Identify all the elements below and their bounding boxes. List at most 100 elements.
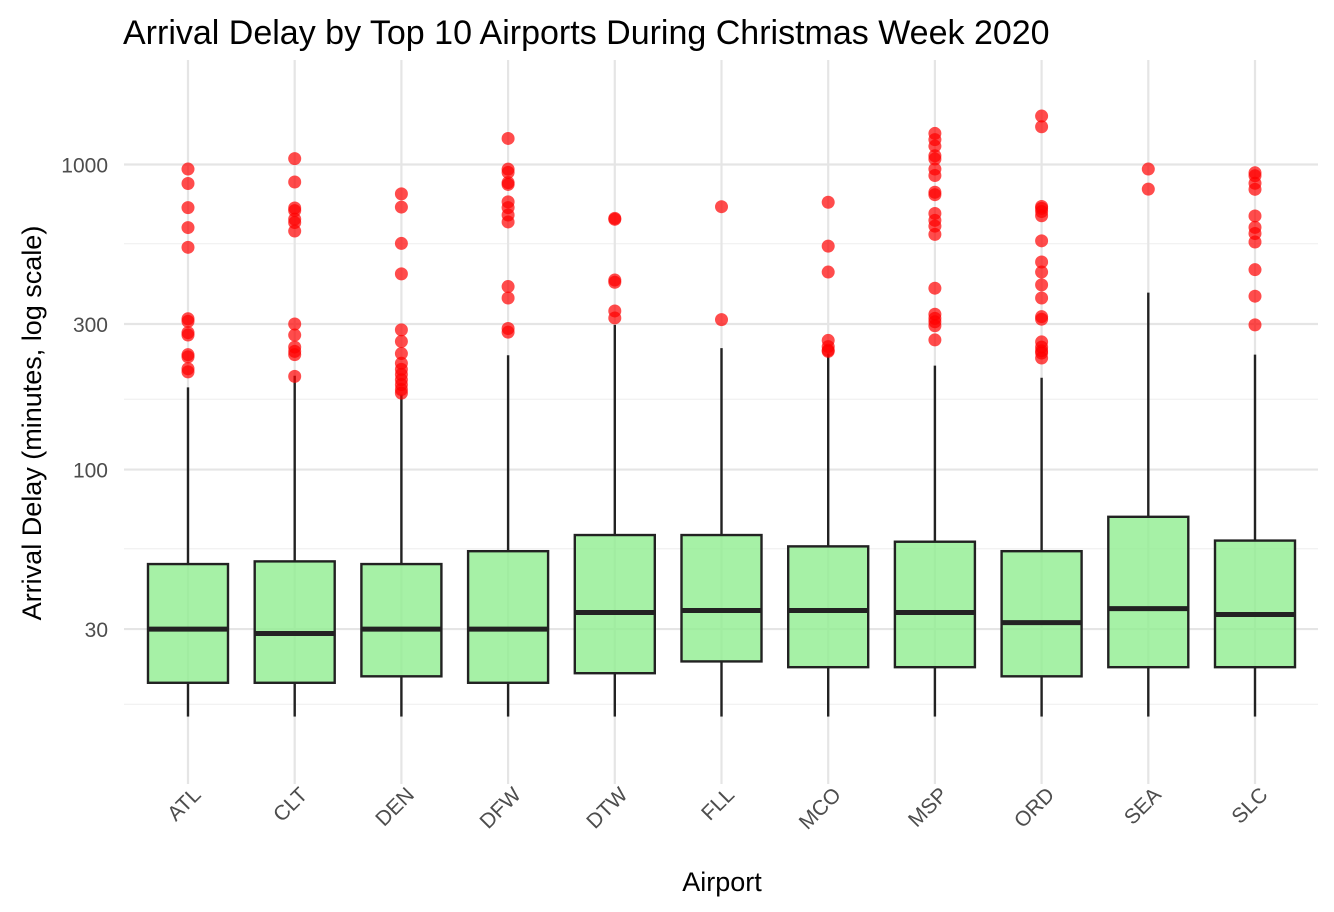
outlier-point: [928, 169, 942, 183]
outlier-point: [1035, 234, 1049, 248]
iqr-box: [573, 533, 656, 675]
outlier-point: [394, 323, 408, 337]
outlier-point: [821, 239, 835, 253]
x-axis-title: Airport: [682, 867, 762, 897]
box-group-den: [360, 187, 443, 717]
outlier-point: [394, 347, 408, 361]
outlier-point: [1248, 182, 1262, 196]
outlier-point: [288, 152, 302, 166]
box-group-mco: [787, 195, 870, 717]
outlier-point: [928, 333, 942, 347]
outlier-point: [1035, 209, 1049, 223]
outlier-point: [928, 319, 942, 333]
x-tick-label-atl: ATL: [163, 783, 205, 825]
outlier-point: [181, 365, 195, 379]
outlier-point: [1248, 318, 1262, 332]
x-tick-label-dfw: DFW: [476, 783, 526, 833]
box-group-dtw: [573, 211, 656, 717]
outlier-point: [1035, 312, 1049, 326]
outlier-point: [1035, 255, 1049, 269]
outlier-point: [181, 177, 195, 191]
outlier-point: [1248, 235, 1262, 249]
outlier-point: [1035, 291, 1049, 305]
outlier-point: [181, 221, 195, 235]
outlier-point: [1141, 182, 1155, 196]
boxes-layer: [146, 109, 1297, 717]
outlier-point: [394, 187, 408, 201]
y-tick-label: 100: [73, 460, 108, 483]
outlier-point: [821, 195, 835, 209]
outlier-point: [501, 280, 515, 294]
outlier-point: [608, 311, 622, 325]
iqr-box: [893, 540, 977, 669]
outlier-point: [821, 344, 835, 358]
outlier-point: [501, 165, 515, 179]
outlier-point: [501, 291, 515, 305]
outlier-point: [181, 328, 195, 342]
chart-title: Arrival Delay by Top 10 Airports During …: [123, 14, 1050, 52]
outlier-point: [821, 265, 835, 279]
iqr-box: [1107, 515, 1190, 669]
outlier-point: [181, 201, 195, 215]
outlier-point: [394, 334, 408, 348]
iqr-box: [1000, 549, 1083, 678]
x-tick-label-dtw: DTW: [582, 783, 632, 833]
x-tick-label-den: DEN: [371, 783, 419, 831]
outlier-point: [1035, 351, 1049, 365]
iqr-box: [787, 545, 870, 669]
outlier-point: [1248, 263, 1262, 277]
iqr-box: [680, 533, 763, 663]
iqr-box: [253, 560, 336, 684]
outlier-point: [501, 215, 515, 229]
y-axis-title: Arrival Delay (minutes, log scale): [17, 226, 47, 621]
outlier-point: [928, 188, 942, 202]
y-tick-label: 1000: [61, 154, 108, 177]
outlier-point: [288, 317, 302, 331]
outlier-point: [608, 212, 622, 226]
x-tick-label-ord: ORD: [1010, 783, 1059, 832]
outlier-point: [181, 350, 195, 364]
x-tick-label-msp: MSP: [904, 783, 952, 831]
outlier-point: [181, 162, 195, 176]
outlier-point: [394, 236, 408, 250]
outlier-point: [288, 328, 302, 342]
outlier-point: [1248, 289, 1262, 303]
iqr-box: [360, 562, 443, 678]
y-tick-label: 30: [85, 619, 108, 642]
outlier-point: [288, 369, 302, 383]
x-tick-label-clt: CLT: [269, 783, 312, 826]
outlier-point: [715, 200, 728, 214]
outlier-point: [1035, 120, 1049, 134]
box-group-dfw: [466, 131, 550, 717]
outlier-point: [1035, 265, 1049, 279]
outlier-point: [181, 314, 195, 328]
iqr-box: [146, 562, 230, 684]
outlier-point: [288, 175, 302, 189]
outlier-point: [1248, 209, 1262, 223]
box-group-msp: [893, 126, 977, 717]
outlier-point: [501, 177, 515, 191]
outlier-point: [608, 275, 622, 289]
outlier-point: [394, 267, 408, 281]
y-tick-label: 300: [73, 314, 108, 337]
box-group-fll: [680, 200, 763, 717]
box-group-atl: [146, 162, 230, 717]
outlier-point: [715, 313, 728, 327]
box-group-sea: [1107, 162, 1190, 717]
x-tick-label-fll: FLL: [697, 783, 739, 825]
y-axis-ticks: 30 100 300 1000: [61, 154, 108, 642]
outlier-point: [394, 386, 408, 400]
outlier-point: [1035, 109, 1049, 123]
outlier-point: [181, 240, 195, 254]
outlier-point: [394, 200, 408, 214]
outlier-point: [501, 131, 515, 145]
x-tick-label-slc: SLC: [1227, 783, 1272, 828]
outlier-point: [928, 139, 942, 153]
x-axis-ticks: ATL CLT DEN DFW DTW FLL MCO MSP ORD SEA SLC: [163, 783, 1272, 834]
box-group-slc: [1213, 166, 1297, 717]
outlier-point: [288, 348, 302, 362]
outlier-point: [1035, 278, 1049, 292]
box-group-clt: [253, 152, 336, 717]
box-group-ord: [1000, 109, 1083, 717]
